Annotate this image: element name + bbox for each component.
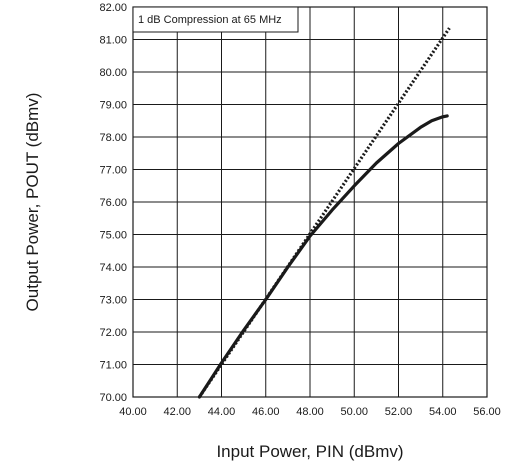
y-tick-label: 70.00 <box>99 392 127 404</box>
y-tick-labels: 70.00 71.00 72.00 73.00 74.00 75.00 76.00 77.00… <box>99 2 127 404</box>
x-tick-label: 42.00 <box>163 406 191 418</box>
series-group <box>197 27 451 399</box>
y-tick-label: 78.00 <box>99 132 127 144</box>
x-tick-label: 48.00 <box>296 406 324 418</box>
annotation-box <box>132 6 299 33</box>
y-tick-label: 75.00 <box>99 230 127 242</box>
x-axis-title: Input Power, PIN (dBmv) <box>216 442 403 461</box>
x-tick-label: 50.00 <box>340 406 368 418</box>
annotation-text: 1 dB Compression at 65 MHz <box>138 14 282 26</box>
x-tick-label: 44.00 <box>208 406 236 418</box>
x-tick-label: 54.00 <box>429 406 457 418</box>
x-tick-label: 46.00 <box>252 406 280 418</box>
x-tick-labels: 40.00 42.00 44.00 46.00 48.00 50.00 52.00 54.00… <box>119 406 501 418</box>
x-tick-label: 40.00 <box>119 406 147 418</box>
y-tick-label: 74.00 <box>99 262 127 274</box>
x-tick-label: 52.00 <box>385 406 413 418</box>
output-power-curve <box>197 114 449 399</box>
y-tick-label: 71.00 <box>99 360 127 372</box>
y-tick-label: 80.00 <box>99 67 127 79</box>
grid-lines <box>132 6 488 398</box>
plot-frame <box>132 6 488 398</box>
y-tick-label: 73.00 <box>99 295 127 307</box>
y-tick-label: 76.00 <box>99 197 127 209</box>
x-tick-label: 56.00 <box>473 406 501 418</box>
y-tick-label: 77.00 <box>99 165 127 177</box>
y-axis-title: Output Power, POUT (dBmv) <box>23 93 42 312</box>
y-tick-label: 81.00 <box>99 35 127 47</box>
y-tick-label: 72.00 <box>99 327 127 339</box>
y-tick-label: 82.00 <box>99 2 127 14</box>
y-tick-label: 79.00 <box>99 100 127 112</box>
